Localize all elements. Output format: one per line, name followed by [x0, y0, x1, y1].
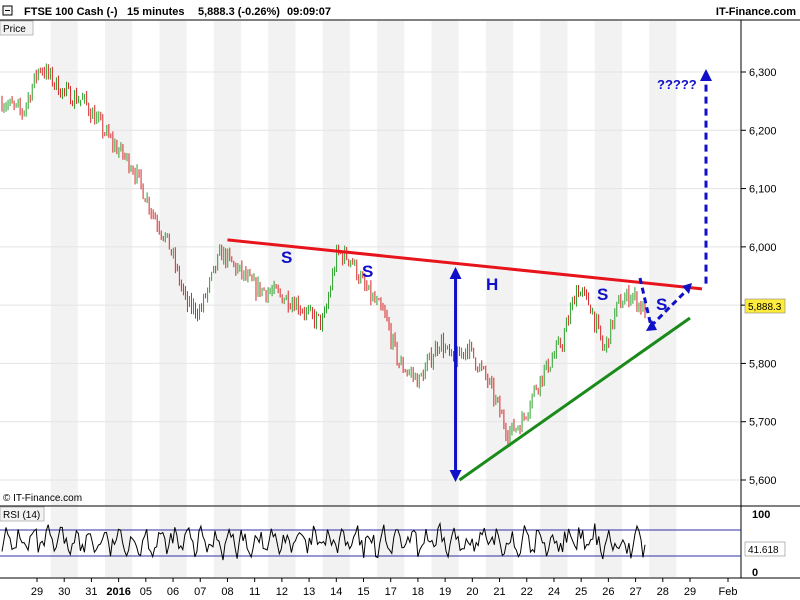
head-arrow [449, 267, 462, 482]
rsi-panel: RSI (14) 100 0 41.618 [0, 506, 786, 579]
day-stripe [159, 21, 187, 506]
day-stripe [649, 21, 677, 506]
price-label-box [0, 20, 34, 36]
watermark: © IT-Finance.com [3, 493, 82, 504]
y-tick-label: 5,700 [749, 417, 777, 429]
day-stripe [50, 21, 78, 506]
label-head: H [486, 275, 498, 294]
quote-label: 5,888.3 (-0.26%) [198, 6, 280, 18]
x-tick-label: 28 [657, 586, 669, 598]
projection-arrow [700, 69, 712, 284]
header-left: FTSE 100 Cash (-) 15 minutes 5,888.3 (-0… [2, 5, 331, 18]
x-tick-label: 06 [167, 586, 179, 598]
x-tick-label: Feb [719, 586, 738, 598]
x-tick-label: 19 [439, 586, 451, 598]
x-tick-label: 05 [140, 586, 152, 598]
day-stripe [213, 507, 242, 577]
day-stripe [485, 21, 514, 506]
y-tick-label: 6,000 [749, 242, 777, 254]
x-tick-label: 26 [602, 586, 614, 598]
y-tick-label: 6,100 [749, 184, 777, 196]
x-tick-label: 22 [521, 586, 533, 598]
annotations: S S S S H ????? [227, 69, 712, 482]
price-panel: Price © IT-Finance.com [0, 20, 741, 506]
x-tick-label: 07 [194, 586, 206, 598]
y-tick-label: 5,600 [749, 475, 777, 487]
last-price-marker: 5,888.3 [744, 298, 786, 314]
x-tick-label: 13 [303, 586, 315, 598]
label-s3: S [597, 285, 608, 304]
day-stripe [322, 507, 350, 577]
price-label: Price [3, 24, 26, 35]
price-gridlines [0, 71, 741, 481]
rsi-100: 100 [752, 509, 770, 521]
day-stripe [268, 21, 296, 506]
day-stripe [105, 21, 133, 506]
y-tick-label: 5,800 [749, 358, 777, 370]
day-stripe [594, 21, 622, 506]
weekday-stripes [50, 21, 677, 506]
x-tick-label: 08 [221, 586, 233, 598]
y-tick-label: 6,300 [749, 67, 777, 79]
x-tick-label: 15 [357, 586, 369, 598]
day-stripe [377, 507, 405, 577]
y-tick-label: 6,200 [749, 125, 777, 137]
x-tick-label: 14 [330, 586, 342, 598]
day-stripe [105, 507, 133, 577]
resistance-line [227, 238, 703, 291]
x-tick-label: 17 [385, 586, 397, 598]
rsi-last-value: 41.618 [748, 545, 779, 556]
x-tick-label: 29 [684, 586, 696, 598]
time-label: 09:09:07 [287, 6, 331, 18]
instrument-name: FTSE 100 Cash (-) [24, 6, 118, 18]
pullback-arrow [638, 277, 692, 331]
brand-label: IT-Finance.com [716, 6, 796, 18]
last-price-value: 5,888.3 [748, 302, 782, 313]
day-stripe [594, 507, 622, 577]
x-tick-label: 21 [493, 586, 505, 598]
x-tick-label: 18 [412, 586, 424, 598]
rsi-0: 0 [752, 567, 758, 579]
x-tick-label: 25 [575, 586, 587, 598]
interval-label: 15 minutes [127, 6, 184, 18]
header-bar [0, 0, 800, 20]
day-stripe [540, 21, 568, 506]
rsi-line [1, 521, 646, 561]
time-axis: 29 30 31 2016 05 06 07 08 11 12 13 14 15 17 18 19 20 21 22… [31, 578, 738, 598]
x-tick-label: 30 [58, 586, 70, 598]
day-stripe [649, 507, 677, 577]
x-tick-label: 12 [276, 586, 288, 598]
x-tick-label: 31 [85, 586, 97, 598]
day-stripe [377, 21, 405, 506]
label-s1: S [281, 248, 292, 267]
label-s4: S [656, 295, 667, 314]
x-tick-label: 24 [548, 586, 560, 598]
x-tick-label: 2016 [106, 586, 130, 598]
label-question: ????? [657, 77, 697, 92]
candles [1, 63, 646, 447]
x-tick-label: 27 [629, 586, 641, 598]
x-tick-label: 11 [249, 586, 260, 598]
support-line [458, 316, 691, 482]
rsi-label: RSI (14) [3, 510, 40, 521]
rsi-label-box [0, 506, 45, 522]
x-tick-label: 29 [31, 586, 43, 598]
label-s2: S [362, 262, 373, 281]
x-tick-label: 20 [466, 586, 478, 598]
